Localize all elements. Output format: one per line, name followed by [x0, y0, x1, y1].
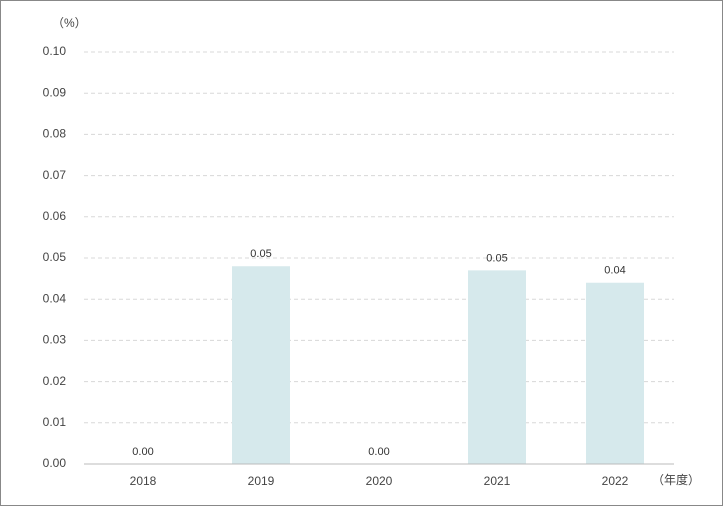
- y-tick-label: 0.10: [43, 44, 67, 58]
- bar: [586, 282, 644, 464]
- y-tick-label: 0.07: [43, 168, 67, 182]
- y-tick-label: 0.05: [43, 250, 67, 264]
- y-tick-label: 0.09: [43, 85, 67, 99]
- value-label: 0.00: [368, 446, 389, 458]
- y-tick-label: 0.00: [43, 456, 67, 470]
- value-label: 0.05: [486, 252, 507, 264]
- y-tick-label: 0.08: [43, 127, 67, 141]
- bar: [232, 266, 290, 464]
- y-tick-label: 0.02: [43, 374, 67, 388]
- bar: [468, 270, 526, 464]
- y-tick-label: 0.03: [43, 333, 67, 347]
- y-tick-label: 0.06: [43, 209, 67, 223]
- y-tick-label: 0.04: [43, 291, 67, 305]
- y-tick-label: 0.01: [43, 415, 67, 429]
- x-tick-label: 2020: [366, 474, 393, 488]
- x-tick-label: 2018: [130, 474, 157, 488]
- value-label: 0.05: [250, 248, 271, 260]
- x-axis-label: （年度）: [652, 472, 700, 487]
- x-tick-label: 2022: [602, 474, 629, 488]
- y-axis-label: （%）: [52, 16, 87, 30]
- x-tick-label: 2019: [248, 474, 275, 488]
- value-label: 0.04: [604, 265, 625, 277]
- x-tick-label: 2021: [484, 474, 511, 488]
- value-label: 0.00: [132, 446, 153, 458]
